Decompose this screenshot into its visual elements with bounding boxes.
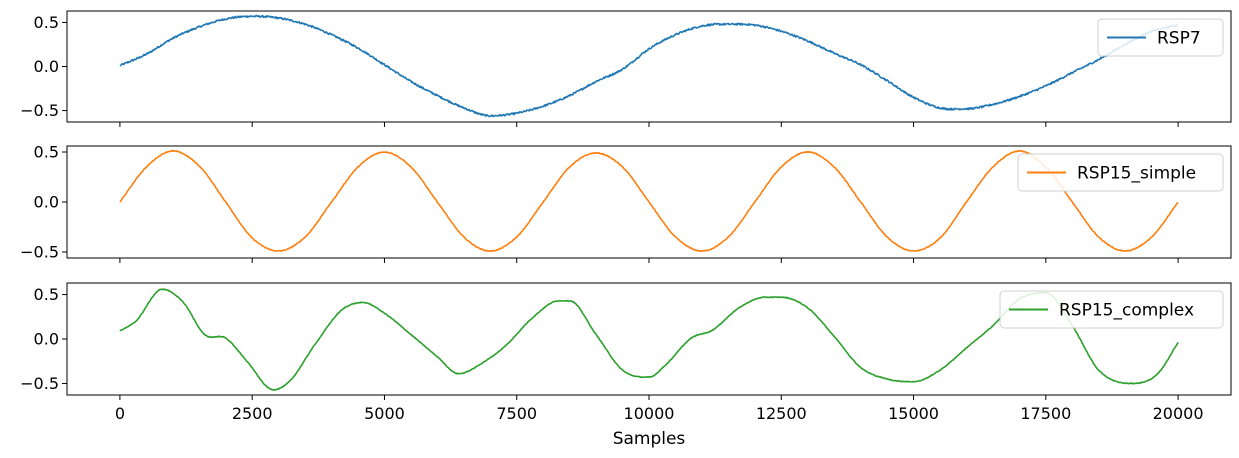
y-tick-label: −0.5: [20, 374, 59, 393]
legend-box: [1097, 18, 1224, 57]
x-tick-label: 5000: [364, 404, 405, 423]
y-tick-label: 0.5: [34, 13, 59, 32]
y-tick-label: 0.5: [34, 143, 59, 162]
plot-frame: [66, 145, 1232, 259]
x-tick-label: 0: [115, 404, 125, 423]
x-tick-label: 10000: [624, 404, 675, 423]
series-line-RSP15_simple: [119, 149, 1179, 253]
plot-frame: [66, 10, 1232, 123]
x-tick-label: 15000: [888, 404, 939, 423]
subplot-1: −0.5 0.0 0.5 RSP7: [20, 10, 1232, 127]
y-tick-label: 0.0: [34, 193, 59, 212]
subplot-2: −0.5 0.0 0.5 RSP15_simple: [20, 143, 1232, 263]
legend: RSP15_complex: [999, 290, 1224, 329]
legend-box: [999, 290, 1224, 329]
y-tick-label: 0.0: [34, 330, 59, 349]
x-tick-label: 7500: [496, 404, 537, 423]
y-tick-label: −0.5: [20, 243, 59, 262]
x-axis-label: Samples: [613, 429, 686, 449]
legend-label: RSP15_complex: [1059, 301, 1194, 321]
legend: RSP15_simple: [1017, 153, 1224, 192]
series-line-RSP7: [119, 14, 1179, 118]
x-tick-label: 17500: [1020, 404, 1071, 423]
y-tick-label: 0.0: [34, 57, 59, 76]
legend: RSP7: [1097, 18, 1224, 57]
plot-frame: [66, 282, 1232, 396]
x-tick-label: 20000: [1153, 404, 1204, 423]
x-tick-label: 2500: [232, 404, 273, 423]
y-tick-label: −0.5: [20, 101, 59, 120]
x-tick-label: 12500: [756, 404, 807, 423]
legend-box: [1017, 153, 1224, 192]
y-tick-label: 0.5: [34, 285, 59, 304]
legend-label: RSP15_simple: [1077, 164, 1196, 184]
subplot-3: −0.5 0.0 0.5 RSP15_complex 0 2500 5000 7500 1000…: [20, 282, 1232, 449]
legend-label: RSP7: [1157, 29, 1201, 49]
